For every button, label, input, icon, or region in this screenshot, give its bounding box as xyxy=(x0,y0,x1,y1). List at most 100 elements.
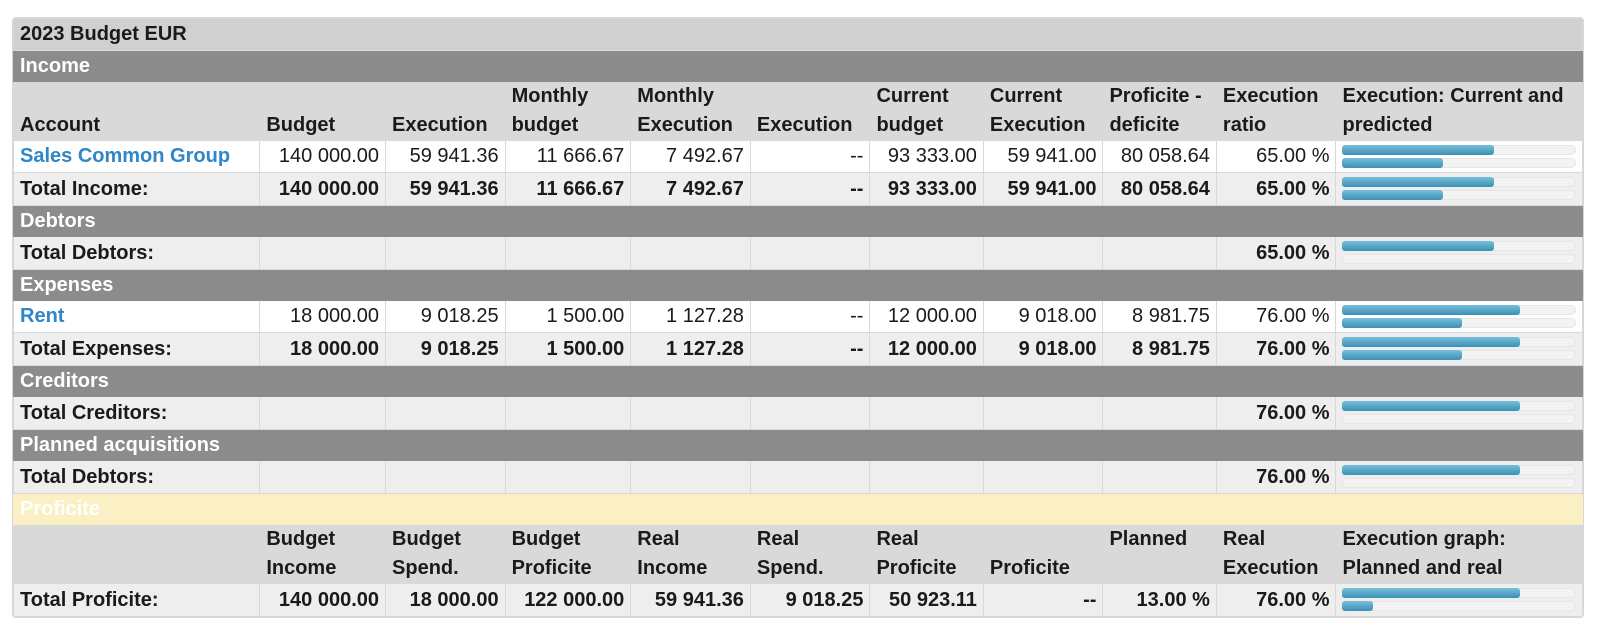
header-account: Account xyxy=(12,81,261,141)
empty-cell xyxy=(869,396,984,430)
empty-cell xyxy=(749,236,871,270)
cell-execution-graph xyxy=(1335,583,1583,617)
planned-progress-bar xyxy=(1342,588,1520,598)
progress-track xyxy=(1342,254,1576,264)
cell-execution: 59 941.36 xyxy=(385,140,506,173)
predicted-progress-bar xyxy=(1342,190,1443,200)
header-current-budget: Current budget xyxy=(869,81,984,141)
cell-execution-2: -- xyxy=(749,332,871,366)
section-expenses-label: Expenses xyxy=(13,269,1583,301)
budget-table: 2023 Budget EUR Income Account Budget Ex… xyxy=(12,18,1583,617)
header-budget-proficite: Budget Proficite xyxy=(504,524,632,584)
predicted-progress-bar xyxy=(1342,317,1462,328)
section-proficite: Proficite xyxy=(13,493,1583,525)
cell-budget-proficite: 122 000.00 xyxy=(504,583,632,617)
header-planned: Planned xyxy=(1102,524,1217,584)
cell-execution: 9 018.25 xyxy=(385,332,506,366)
header-execution-graph: Execution: Current and predicted xyxy=(1335,81,1583,141)
account-cell: Rent xyxy=(12,300,261,333)
empty-cell xyxy=(982,396,1104,430)
progress-track xyxy=(1342,478,1576,488)
total-label: Total Expenses: xyxy=(12,332,261,366)
cell-budget-income: 140 000.00 xyxy=(259,583,387,617)
cell-budget: 18 000.00 xyxy=(259,332,387,366)
execution-progress-bars xyxy=(1342,587,1576,613)
cell-execution-ratio: 76.00 % xyxy=(1215,396,1337,430)
execution-progress-bars xyxy=(1342,144,1576,170)
cell-current-budget: 93 333.00 xyxy=(869,172,984,206)
total-label: Total Proficite: xyxy=(12,583,261,617)
empty-cell xyxy=(869,460,984,494)
section-income: Income xyxy=(13,50,1583,82)
account-link-rent[interactable]: Rent xyxy=(20,305,65,327)
real-progress-bar xyxy=(1342,601,1373,611)
cell-execution-graph xyxy=(1335,236,1583,270)
table-row-total-expenses: Total Expenses: 18 000.00 9 018.25 1 500… xyxy=(12,332,1583,366)
current-progress-bar xyxy=(1342,177,1495,187)
empty-cell xyxy=(259,460,387,494)
execution-progress-bars xyxy=(1342,336,1576,362)
cell-current-execution: 59 941.00 xyxy=(982,140,1104,173)
cell-execution-2: -- xyxy=(749,300,871,333)
account-link-sales-common-group[interactable]: Sales Common Group xyxy=(20,145,231,167)
cell-execution-graph xyxy=(1335,140,1583,173)
cell-execution-ratio: 65.00 % xyxy=(1215,172,1337,206)
execution-progress-bars xyxy=(1342,304,1576,330)
cell-budget: 140 000.00 xyxy=(259,172,387,206)
empty-cell xyxy=(385,460,506,494)
empty-cell xyxy=(504,236,632,270)
execution-progress-bars xyxy=(1342,240,1576,266)
table-title: 2023 Budget EUR xyxy=(13,18,1583,51)
current-progress-bar xyxy=(1342,144,1495,155)
current-progress-bar xyxy=(1342,465,1520,475)
cell-execution: 9 018.25 xyxy=(385,300,506,333)
cell-current-execution: 59 941.00 xyxy=(982,172,1104,206)
header-budget-spend: Budget Spend. xyxy=(385,524,506,584)
header-budget-income: Budget Income xyxy=(259,524,387,584)
empty-cell xyxy=(259,396,387,430)
cell-current-budget: 12 000.00 xyxy=(869,300,984,333)
cell-budget-spend: 18 000.00 xyxy=(385,583,506,617)
cell-proficite-deficite: 80 058.64 xyxy=(1102,140,1217,173)
proficite-header-row: Budget Income Budget Spend. Budget Profi… xyxy=(12,524,1583,584)
empty-cell xyxy=(385,236,506,270)
current-progress-bar xyxy=(1342,304,1520,315)
cell-monthly-budget: 11 666.67 xyxy=(504,172,632,206)
cell-proficite: -- xyxy=(982,583,1104,617)
header-real-income: Real Income xyxy=(630,524,751,584)
cell-execution-graph xyxy=(1335,172,1583,206)
cell-execution: 59 941.36 xyxy=(385,172,506,206)
table-row-total-income: Total Income: 140 000.00 59 941.36 11 66… xyxy=(12,172,1583,206)
cell-monthly-budget: 1 500.00 xyxy=(504,332,632,366)
total-label: Total Creditors: xyxy=(12,396,261,430)
account-cell: Sales Common Group xyxy=(12,140,261,173)
cell-current-budget: 93 333.00 xyxy=(869,140,984,173)
cell-proficite-deficite: 8 981.75 xyxy=(1102,300,1217,333)
cell-monthly-execution: 1 127.28 xyxy=(630,300,751,333)
cell-real-income: 59 941.36 xyxy=(630,583,751,617)
table-row-expense: Rent 18 000.00 9 018.25 1 500.00 1 127.2… xyxy=(12,300,1583,333)
header-monthly-budget: Monthly budget xyxy=(504,81,632,141)
cell-execution-2: -- xyxy=(749,140,871,173)
header-proficite-deficite: Proficite -deficite xyxy=(1102,81,1217,141)
cell-execution-graph xyxy=(1335,300,1583,333)
header-empty xyxy=(12,524,261,584)
header-proficite: Proficite xyxy=(982,524,1104,584)
current-progress-bar xyxy=(1342,337,1520,347)
cell-execution-ratio: 76.00 % xyxy=(1215,332,1337,366)
empty-cell xyxy=(869,236,984,270)
empty-cell xyxy=(504,460,632,494)
section-expenses: Expenses xyxy=(13,269,1583,301)
section-planned-acquisitions: Planned acquisitions xyxy=(13,429,1583,461)
empty-cell xyxy=(1102,396,1217,430)
current-progress-bar xyxy=(1342,401,1520,411)
cell-real-proficite: 50 923.11 xyxy=(869,583,984,617)
empty-cell xyxy=(630,236,751,270)
cell-monthly-execution: 1 127.28 xyxy=(630,332,751,366)
cell-execution-2: -- xyxy=(749,172,871,206)
cell-execution-ratio: 76.00 % xyxy=(1215,460,1337,494)
total-label: Total Debtors: xyxy=(12,236,261,270)
empty-cell xyxy=(749,396,871,430)
empty-cell xyxy=(982,236,1104,270)
empty-cell xyxy=(630,460,751,494)
